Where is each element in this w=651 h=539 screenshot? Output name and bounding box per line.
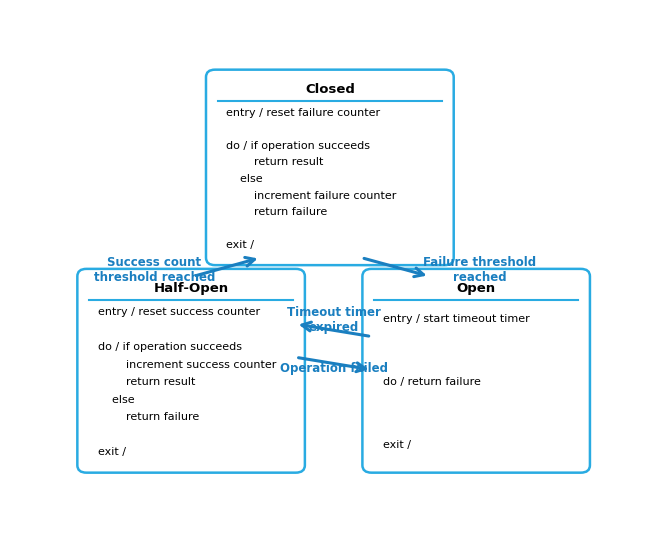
Text: Closed: Closed bbox=[305, 82, 355, 95]
Text: Success count
threshold reached: Success count threshold reached bbox=[94, 256, 215, 284]
Text: return failure: return failure bbox=[226, 207, 327, 217]
Text: do / if operation succeeds: do / if operation succeeds bbox=[226, 141, 370, 151]
Text: increment success counter: increment success counter bbox=[98, 360, 276, 370]
Text: exit /: exit / bbox=[383, 440, 411, 450]
Text: entry / start timeout timer: entry / start timeout timer bbox=[383, 314, 529, 324]
Text: Open: Open bbox=[456, 282, 495, 295]
Text: Timeout timer
expired: Timeout timer expired bbox=[286, 306, 381, 334]
FancyBboxPatch shape bbox=[206, 70, 454, 265]
Text: increment failure counter: increment failure counter bbox=[226, 191, 396, 201]
Text: return result: return result bbox=[226, 157, 324, 168]
Text: Failure threshold
reached: Failure threshold reached bbox=[423, 256, 536, 284]
FancyBboxPatch shape bbox=[363, 269, 590, 473]
FancyBboxPatch shape bbox=[77, 269, 305, 473]
Text: exit /: exit / bbox=[226, 240, 254, 250]
Text: exit /: exit / bbox=[98, 447, 126, 457]
Text: else: else bbox=[226, 174, 263, 184]
Text: Operation failed: Operation failed bbox=[280, 362, 387, 375]
Text: do / if operation succeeds: do / if operation succeeds bbox=[98, 342, 242, 353]
Text: return result: return result bbox=[98, 377, 195, 388]
Text: entry / reset failure counter: entry / reset failure counter bbox=[226, 108, 380, 118]
Text: Half-Open: Half-Open bbox=[154, 282, 229, 295]
Text: return failure: return failure bbox=[98, 412, 199, 423]
Text: entry / reset success counter: entry / reset success counter bbox=[98, 307, 260, 317]
Text: else: else bbox=[98, 395, 134, 405]
Text: do / return failure: do / return failure bbox=[383, 377, 480, 388]
